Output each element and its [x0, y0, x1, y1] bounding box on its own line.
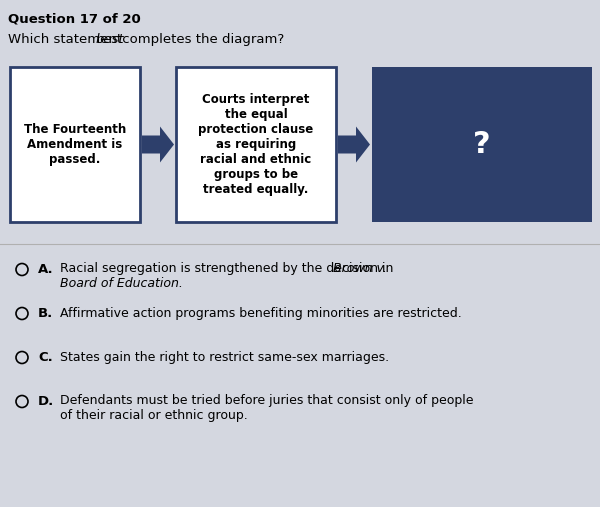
Text: D.: D.: [38, 395, 54, 408]
Polygon shape: [142, 127, 174, 163]
Text: of their racial or ethnic group.: of their racial or ethnic group.: [60, 409, 248, 422]
Text: B.: B.: [38, 307, 53, 320]
FancyBboxPatch shape: [176, 67, 336, 222]
Text: Defendants must be tried before juries that consist only of people: Defendants must be tried before juries t…: [60, 394, 473, 407]
Text: Which statement: Which statement: [8, 33, 127, 46]
Text: The Fourteenth
Amendment is
passed.: The Fourteenth Amendment is passed.: [24, 123, 126, 166]
Text: C.: C.: [38, 351, 53, 364]
Text: Racial segregation is strengthened by the decision in: Racial segregation is strengthened by th…: [60, 262, 397, 275]
Polygon shape: [338, 127, 370, 163]
FancyBboxPatch shape: [372, 67, 592, 222]
Text: ?: ?: [473, 130, 491, 159]
Text: Courts interpret
the equal
protection clause
as requiring
racial and ethnic
grou: Courts interpret the equal protection cl…: [199, 93, 314, 196]
Text: best: best: [96, 33, 125, 46]
Text: Question 17 of 20: Question 17 of 20: [8, 12, 141, 25]
Text: Affirmative action programs benefiting minorities are restricted.: Affirmative action programs benefiting m…: [60, 307, 462, 320]
Text: A.: A.: [38, 263, 53, 276]
Text: Board of Education.: Board of Education.: [60, 277, 183, 290]
Text: completes the diagram?: completes the diagram?: [118, 33, 284, 46]
Text: States gain the right to restrict same-sex marriages.: States gain the right to restrict same-s…: [60, 351, 389, 364]
FancyBboxPatch shape: [10, 67, 140, 222]
Text: Brown v.: Brown v.: [332, 262, 386, 275]
